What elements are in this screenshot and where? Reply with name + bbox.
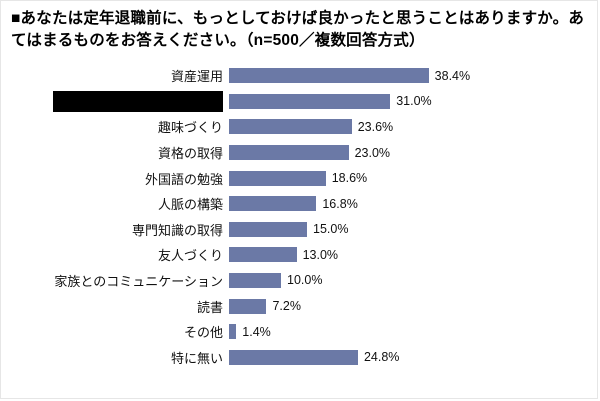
bar-row: 特に無い 24.8%: [1, 344, 597, 370]
bar: [229, 93, 391, 109]
value-label: 7.2%: [272, 299, 301, 314]
category-label: その他: [183, 325, 223, 341]
category-label: 資産運用: [170, 69, 223, 85]
bar-row: 人脈の構築 16.8%: [1, 191, 597, 217]
bar: [229, 170, 326, 186]
bar-row: その他 1.4%: [1, 319, 597, 345]
bar: [229, 221, 307, 237]
bar-row: 家族とのコミュニケーション 10.0%: [1, 268, 597, 294]
value-label: 10.0%: [287, 273, 323, 288]
bar: [229, 247, 297, 263]
bar: [229, 272, 281, 288]
category-label: 専門知識の取得: [131, 222, 223, 238]
bar-row: 友人づくり 13.0%: [1, 242, 597, 268]
bar-row: 外国語の勉強 18.6%: [1, 165, 597, 191]
bar-row: 趣味づくり 23.6%: [1, 114, 597, 140]
redacted-category-label: [53, 90, 223, 112]
value-label: 31.0%: [396, 94, 432, 109]
value-label: 1.4%: [242, 324, 271, 339]
category-label: 特に無い: [170, 350, 223, 366]
value-label: 23.0%: [354, 145, 391, 160]
bar-row: 資産運用 38.4%: [1, 63, 597, 89]
value-label: 16.8%: [322, 196, 358, 211]
bar: [229, 349, 358, 365]
value-label: 38.4%: [434, 68, 471, 83]
bar: [229, 119, 352, 135]
category-label: 外国語の勉強: [144, 171, 223, 187]
bar: [229, 68, 429, 84]
bar-row: 資格の取得 23.0%: [1, 140, 597, 166]
category-label: 友人づくり: [157, 248, 223, 264]
bar: [229, 145, 349, 161]
category-label: 読書: [196, 299, 223, 315]
value-label: 23.6%: [357, 119, 394, 134]
bar: [229, 298, 267, 314]
value-label: 15.0%: [313, 222, 349, 237]
bar: [229, 196, 317, 212]
bar: [229, 324, 237, 340]
category-label: 趣味づくり: [157, 120, 223, 136]
bar-chart: 資産運用 38.4% 31.0% 趣味づくり 23.6% 資格の取得 23.0%…: [1, 55, 597, 370]
bar-row: 読書 7.2%: [1, 293, 597, 319]
category-label: 資格の取得: [157, 146, 223, 162]
value-label: 18.6%: [331, 171, 368, 186]
bar-row: 専門知識の取得 15.0%: [1, 217, 597, 243]
bar-row: 31.0%: [1, 89, 597, 115]
category-label: 人脈の構築: [157, 197, 223, 213]
category-label: 家族とのコミュニケーション: [54, 273, 223, 289]
value-label: 24.8%: [363, 350, 400, 365]
value-label: 13.0%: [302, 247, 339, 262]
chart-title: ■あなたは定年退職前に、もっとしておけば良かったと思うことはありますか。あてはま…: [11, 10, 585, 50]
